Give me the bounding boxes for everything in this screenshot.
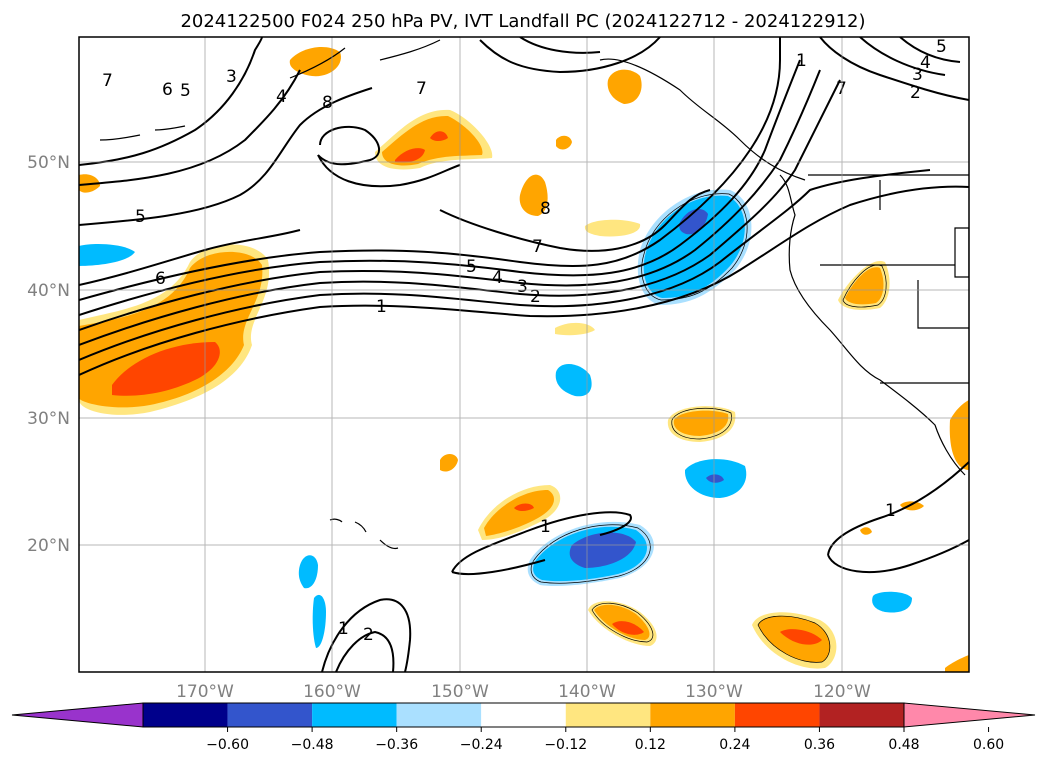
map-panel: 7 6 5 3 4 8 7 5 4 3 2 1 7 6 5 5 4 3 2 1 bbox=[78, 36, 970, 673]
colorbar-segment bbox=[734, 703, 820, 727]
contour-label: 5 bbox=[135, 207, 146, 227]
colorbar-tick-label: 0.12 bbox=[635, 737, 666, 753]
negative-anomaly bbox=[872, 591, 912, 613]
colorbar-segment bbox=[565, 703, 651, 727]
contour-label: 5 bbox=[936, 37, 947, 57]
contour-label: 2 bbox=[910, 83, 921, 103]
positive-anomaly bbox=[484, 490, 554, 536]
contour-label: 8 bbox=[322, 93, 333, 113]
contour-label: 5 bbox=[180, 81, 191, 101]
positive-anomaly bbox=[673, 410, 729, 436]
positive-anomaly bbox=[289, 46, 341, 77]
lat-label: 20°N bbox=[27, 536, 70, 556]
positive-anomaly bbox=[860, 527, 872, 535]
contour-label: 4 bbox=[920, 53, 931, 73]
contour-label: 7 bbox=[416, 79, 427, 99]
contour-label: 2 bbox=[363, 625, 374, 645]
negative-anomaly bbox=[569, 532, 636, 568]
colorbar-segment bbox=[312, 703, 397, 727]
colorbar bbox=[11, 702, 1036, 728]
colorbar-segment bbox=[143, 703, 228, 727]
positive-anomaly bbox=[584, 219, 641, 237]
lat-label: 40°N bbox=[27, 281, 70, 301]
map-title: 2024122500 F024 250 hPa PV, IVT Landfall… bbox=[180, 11, 865, 32]
colorbar-segment bbox=[396, 703, 482, 727]
lon-label: 130°W bbox=[685, 682, 743, 702]
contour-label: 3 bbox=[226, 67, 237, 87]
contour-label: 1 bbox=[885, 501, 896, 521]
positive-anomaly bbox=[514, 503, 534, 511]
positive-anomaly bbox=[845, 267, 884, 305]
colorbar-tick-label: −0.60 bbox=[206, 737, 249, 753]
contour-labels: 7 6 5 3 4 8 7 5 4 3 2 1 7 6 5 5 4 3 2 1 bbox=[102, 37, 947, 645]
contour-label: 7 bbox=[836, 79, 847, 99]
positive-anomaly bbox=[395, 131, 448, 163]
positive-anomaly bbox=[112, 342, 220, 396]
contour-label: 3 bbox=[912, 65, 923, 85]
colorbar-frame bbox=[142, 702, 905, 728]
contour-label: 2 bbox=[530, 287, 541, 307]
contour-label: 7 bbox=[532, 237, 543, 257]
positive-anomaly bbox=[607, 69, 642, 104]
lon-label: 140°W bbox=[558, 682, 616, 702]
negative-anomaly bbox=[312, 594, 326, 648]
lon-label: 170°W bbox=[176, 682, 234, 702]
colorbar-tick-label: −0.48 bbox=[291, 737, 334, 753]
lat-label: 50°N bbox=[27, 153, 70, 173]
contour-label: 6 bbox=[162, 80, 173, 100]
negative-anomaly bbox=[706, 474, 724, 483]
negative-anomaly bbox=[79, 244, 135, 266]
colorbar-extend-high bbox=[903, 702, 1036, 728]
contour-label: 3 bbox=[517, 277, 528, 297]
contour-label: 4 bbox=[492, 268, 503, 288]
positive-anomaly bbox=[780, 629, 822, 645]
colorbar-segment bbox=[819, 703, 904, 727]
colorbar-tick-label: −0.12 bbox=[544, 737, 587, 753]
longitude-labels: 170°W 160°W 150°W 140°W 130°W 120°W bbox=[176, 682, 871, 702]
anomaly-fills bbox=[79, 46, 969, 672]
colorbar-extend-low bbox=[11, 702, 144, 728]
colorbar-tick-label: 0.60 bbox=[973, 737, 1004, 753]
positive-anomaly bbox=[440, 454, 458, 472]
contour-label: 7 bbox=[102, 71, 113, 91]
lon-label: 120°W bbox=[813, 682, 871, 702]
latitude-labels: 50°N 40°N 30°N 20°N bbox=[27, 153, 70, 556]
colorbar-ticks: −0.60 −0.48 −0.36 −0.24 −0.12 0.12 0.24 0.36 0.4… bbox=[206, 727, 1004, 753]
colorbar-tick-label: 0.48 bbox=[888, 737, 919, 753]
contour-label: 1 bbox=[540, 517, 551, 537]
lon-label: 160°W bbox=[303, 682, 361, 702]
positive-anomaly bbox=[555, 322, 595, 336]
colorbar-tick-label: −0.24 bbox=[460, 737, 503, 753]
colorbar-tick-label: −0.36 bbox=[375, 737, 418, 753]
contour-label: 1 bbox=[376, 297, 387, 317]
contour-label: 1 bbox=[796, 51, 807, 71]
colorbar-tick-label: 0.24 bbox=[719, 737, 750, 753]
contour-label: 5 bbox=[466, 257, 477, 277]
contour-label: 1 bbox=[338, 619, 349, 639]
positive-anomaly bbox=[945, 655, 969, 672]
colorbar-segment bbox=[650, 703, 735, 727]
contour-label: 6 bbox=[155, 269, 166, 289]
negative-anomaly bbox=[555, 364, 592, 397]
lat-label: 30°N bbox=[27, 409, 70, 429]
contour-label: 8 bbox=[540, 199, 551, 219]
colorbar-segment bbox=[227, 703, 313, 727]
colorbar-segment bbox=[481, 703, 566, 727]
positive-anomaly bbox=[556, 135, 572, 150]
negative-anomaly bbox=[298, 555, 318, 589]
positive-anomaly bbox=[519, 174, 548, 216]
positive-anomaly bbox=[612, 621, 644, 635]
lon-label: 150°W bbox=[431, 682, 489, 702]
gridlines bbox=[79, 37, 969, 672]
contour-label: 4 bbox=[276, 87, 287, 107]
colorbar-tick-label: 0.36 bbox=[804, 737, 835, 753]
